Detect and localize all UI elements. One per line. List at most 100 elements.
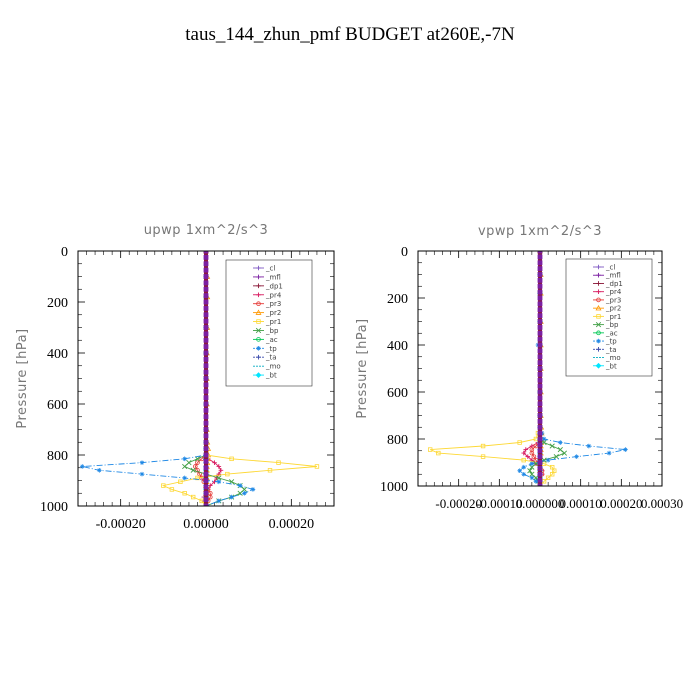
zero-profile-marker (537, 465, 543, 471)
zero-profile-marker (203, 325, 209, 330)
series-marker-tp (545, 457, 551, 463)
zero-profile-marker (537, 307, 543, 313)
x-tick-label: -0.00020 (435, 496, 482, 511)
y-tick-label: 1000 (380, 480, 408, 495)
legend-marker (596, 297, 601, 303)
series-marker-tp (586, 443, 592, 449)
zero-profile-marker (537, 283, 543, 289)
series-marker-bp (541, 439, 547, 446)
zero-profile-marker (203, 414, 209, 420)
zero-profile-marker (537, 336, 543, 342)
series-marker-pr1 (314, 464, 320, 469)
series-marker-tp (533, 479, 539, 484)
legend-label: _tp (265, 345, 277, 353)
y-axis-label: Pressure [hPa] (355, 318, 370, 418)
series-marker-bp (553, 454, 559, 460)
series-marker-tp (521, 471, 527, 477)
zero-profile-marker (537, 460, 543, 465)
zero-profile-marker (203, 382, 209, 388)
zero-profile-marker (537, 348, 543, 354)
y-tick-label: 0 (401, 245, 408, 260)
x-tick-label: 0.00010 (560, 496, 602, 511)
series-marker-tp (182, 456, 187, 462)
legend-marker (596, 314, 601, 319)
zero-profile-marker (537, 366, 543, 371)
series-marker-tp (139, 460, 145, 465)
zero-profile-marker (537, 471, 543, 477)
legend-label: _ta (265, 354, 277, 362)
legend-label: _tp (605, 338, 617, 346)
series-marker-pr1 (480, 443, 486, 449)
series-group (79, 251, 320, 506)
series-marker-pr4 (216, 464, 222, 469)
panel-upwp: upwp 1xm^2/s^3 Pressure [hPa] 0 200 400 600 80… (15, 223, 335, 532)
series-marker-pr4 (523, 447, 529, 452)
series-marker-pr1 (480, 454, 486, 459)
series-line-pr1 (430, 251, 555, 486)
zero-profile-marker (203, 363, 209, 369)
series-marker-tp (541, 436, 547, 442)
series-marker-pr1 (267, 468, 273, 473)
legend-marker (256, 274, 261, 280)
series-marker-tp (237, 483, 243, 488)
zero-profile-marker (537, 354, 543, 360)
zero-profile-marker (537, 383, 543, 389)
panel-title: vpwp 1xm^2/s^3 (478, 224, 602, 239)
series-marker-tp (574, 454, 579, 459)
legend-marker (596, 289, 601, 294)
series-marker-bp (549, 443, 555, 449)
x-tick-label: -0.00020 (96, 517, 146, 532)
zero-profile-marker (537, 295, 543, 301)
legend-marker (596, 338, 601, 344)
legend-label: _pr3 (265, 300, 281, 308)
zero-profile-marker (537, 377, 543, 383)
zero-profile-marker (537, 401, 543, 407)
panel-vpwp: vpwp 1xm^2/s^3 Pressure [hPa] 0 200 400 600 80… (355, 224, 683, 511)
legend: _cl_mfl_dp1_pr4_pr3_pr2_pr1_bp_ac_tp_ta_… (225, 259, 313, 387)
legend-marker (596, 347, 601, 352)
legend-marker (256, 346, 261, 351)
zero-profile-marker (537, 260, 543, 266)
legend-marker (596, 330, 601, 336)
zero-profile-marker (203, 254, 209, 260)
series-marker-pr1 (178, 479, 183, 484)
legend-marker (596, 272, 601, 278)
legend-label: _mfl (265, 273, 281, 281)
y-tick-label: 800 (387, 433, 408, 448)
y-tick-label: 400 (387, 339, 408, 354)
legend-marker (256, 354, 261, 360)
zero-profile-marker (203, 490, 209, 496)
legend-marker (256, 337, 261, 342)
series-marker-tp (79, 464, 85, 469)
x-tick-label: -0.00010 (476, 496, 523, 511)
legend-label: _ta (605, 346, 617, 354)
zero-profile-marker (203, 439, 209, 445)
series-marker-tp (216, 498, 222, 504)
series-marker-pr1 (545, 475, 551, 480)
zero-profile-marker (203, 433, 209, 439)
legend-label: _pr4 (605, 288, 622, 296)
legend-label: _bt (605, 362, 617, 370)
zero-profile-marker (537, 424, 543, 430)
series-marker-tp (517, 468, 522, 474)
zero-profile-marker (537, 430, 543, 436)
series-marker-pr4 (525, 454, 531, 459)
legend-marker (596, 281, 601, 286)
zero-profile-marker (537, 483, 543, 486)
zero-profile-marker (203, 337, 209, 343)
legend-marker (255, 327, 262, 334)
series-marker-bp (186, 460, 192, 466)
zero-profile-marker (537, 371, 543, 377)
legend-label: _bp (265, 327, 279, 335)
series-marker-tp (623, 447, 628, 452)
y-tick-label: 600 (387, 386, 408, 401)
x-tick-label: 0.00020 (269, 517, 315, 532)
legend-label: _pr1 (265, 318, 281, 326)
legend-marker (256, 283, 261, 289)
y-tick-label: 0 (61, 245, 68, 260)
zero-profile-marker (537, 360, 543, 366)
zero-profile-marker (203, 331, 209, 337)
series-marker-pr1 (169, 487, 175, 492)
zero-profile-marker (537, 342, 543, 348)
x-tick-label: 0.00020 (600, 496, 642, 511)
